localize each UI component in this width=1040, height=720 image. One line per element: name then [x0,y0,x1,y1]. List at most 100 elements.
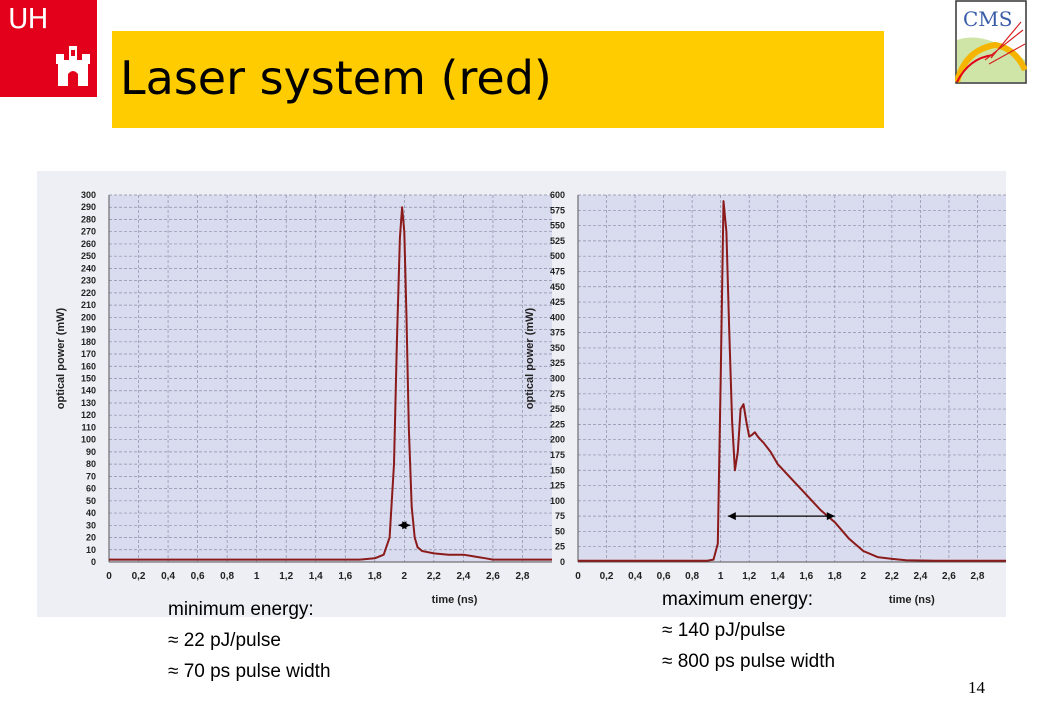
y-tick-label: 25 [555,542,565,552]
y-tick-label: 70 [86,471,96,481]
y-tick-label: 350 [550,343,565,353]
x-tick-label: 2,8 [971,571,985,582]
y-tick-label: 220 [81,288,96,298]
y-tick-label: 275 [550,389,565,399]
marker-arrow-right [402,521,411,530]
x-tick-label: 1,2 [742,571,756,582]
y-tick-label: 100 [550,496,565,506]
cms-logo-text: CMS [963,7,1012,31]
min-energy-width: ≈ 70 ps pulse width [168,661,331,682]
x-axis-label: time (ns) [889,594,935,606]
y-axis-label: optical power (mW) [524,307,536,409]
x-tick-label: 0,6 [191,571,205,582]
marker-arrow-right [826,512,835,521]
x-tick-label: 1 [718,571,724,582]
x-tick-label: 1 [254,571,260,582]
uhh-logo: UH [0,0,97,97]
y-tick-label: 40 [86,508,96,518]
x-tick-label: 1,6 [338,571,352,582]
y-tick-label: 75 [555,511,565,521]
max-energy-label: maximum energy: [662,589,813,610]
max-energy-pulse: ≈ 140 pJ/pulse [662,620,786,641]
chart-min-energy: 0102030405060708090100110120130140150160… [55,190,553,606]
x-tick-label: 0,4 [628,571,642,582]
chart-max-energy: 0255075100125150175200225250275300325350… [524,190,1006,606]
y-tick-label: 0 [560,557,565,567]
x-tick-label: 0,8 [685,571,699,582]
x-tick-label: 1,8 [828,571,842,582]
y-tick-label: 175 [550,450,565,460]
x-tick-label: 2 [402,571,408,582]
y-tick-label: 375 [550,328,565,338]
y-tick-label: 200 [550,435,565,445]
y-tick-label: 100 [81,435,96,445]
y-tick-label: 525 [550,236,565,246]
y-tick-label: 575 [550,205,565,215]
x-tick-label: 2,6 [942,571,956,582]
y-tick-label: 300 [81,190,96,200]
y-tick-label: 450 [550,282,565,292]
y-tick-label: 110 [81,422,96,432]
oscilloscope-photo: 0 10 20 30 40 50 60 70 80 90 100 110 120 130 140 150 160… [37,171,1006,617]
y-tick-label: 200 [81,312,96,322]
x-tick-label: 1,6 [799,571,813,582]
x-tick-label: 0 [575,571,581,582]
y-tick-label: 240 [81,263,96,273]
x-tick-label: 2 [861,571,867,582]
x-tick-label: 0,2 [132,571,146,582]
y-tick-label: 425 [550,297,565,307]
y-tick-label: 120 [81,410,96,420]
y-tick-label: 500 [550,251,565,261]
y-tick-label: 325 [550,358,565,368]
y-tick-label: 125 [550,481,565,491]
y-tick-label: 50 [555,526,565,536]
y-tick-label: 90 [86,447,96,457]
series-line [578,200,1006,562]
y-tick-label: 150 [81,374,96,384]
x-tick-label: 2,2 [885,571,899,582]
x-tick-label: 2,4 [456,571,470,582]
cms-logo: CMS [955,0,1027,84]
y-axis-label: optical power (mW) [55,307,67,409]
y-tick-label: 50 [86,496,96,506]
y-tick-label: 160 [81,361,96,371]
x-tick-label: 0,8 [220,571,234,582]
page-title: Laser system (red) [120,51,552,105]
y-tick-label: 400 [550,312,565,322]
y-tick-label: 290 [81,202,96,212]
x-tick-label: 2,2 [427,571,441,582]
x-tick-label: 1,4 [309,571,323,582]
y-tick-label: 30 [86,520,96,530]
y-tick-label: 270 [81,227,96,237]
y-tick-label: 600 [550,190,565,200]
x-tick-label: 0,2 [600,571,614,582]
page-number: 14 [968,678,985,697]
hamburg-castle-icon [56,46,90,86]
uhh-logo-text: UH [8,2,49,35]
max-energy-notes: maximum energy: ≈ 140 pJ/pulse ≈ 800 ps … [662,584,835,677]
y-tick-label: 550 [550,221,565,231]
y-tick-label: 250 [81,251,96,261]
y-tick-label: 210 [81,300,96,310]
marker-arrow-left [727,512,736,521]
y-tick-label: 300 [550,374,565,384]
y-tick-label: 190 [81,325,96,335]
series-line [109,206,552,561]
y-tick-label: 20 [86,533,96,543]
y-tick-label: 140 [81,386,96,396]
y-tick-label: 180 [81,337,96,347]
x-tick-label: 2,6 [486,571,500,582]
y-tick-label: 260 [81,239,96,249]
y-tick-label: 60 [86,484,96,494]
y-tick-label: 475 [550,266,565,276]
x-tick-label: 1,8 [368,571,382,582]
y-tick-label: 0 [91,557,96,567]
x-tick-label: 0,4 [161,571,175,582]
x-tick-label: 0,6 [657,571,671,582]
y-tick-label: 130 [81,398,96,408]
plots-svg: 0102030405060708090100110120130140150160… [55,190,1006,606]
y-tick-label: 230 [81,276,96,286]
max-energy-width: ≈ 800 ps pulse width [662,651,836,672]
min-energy-label: minimum energy: [168,599,314,620]
y-tick-label: 280 [81,214,96,224]
